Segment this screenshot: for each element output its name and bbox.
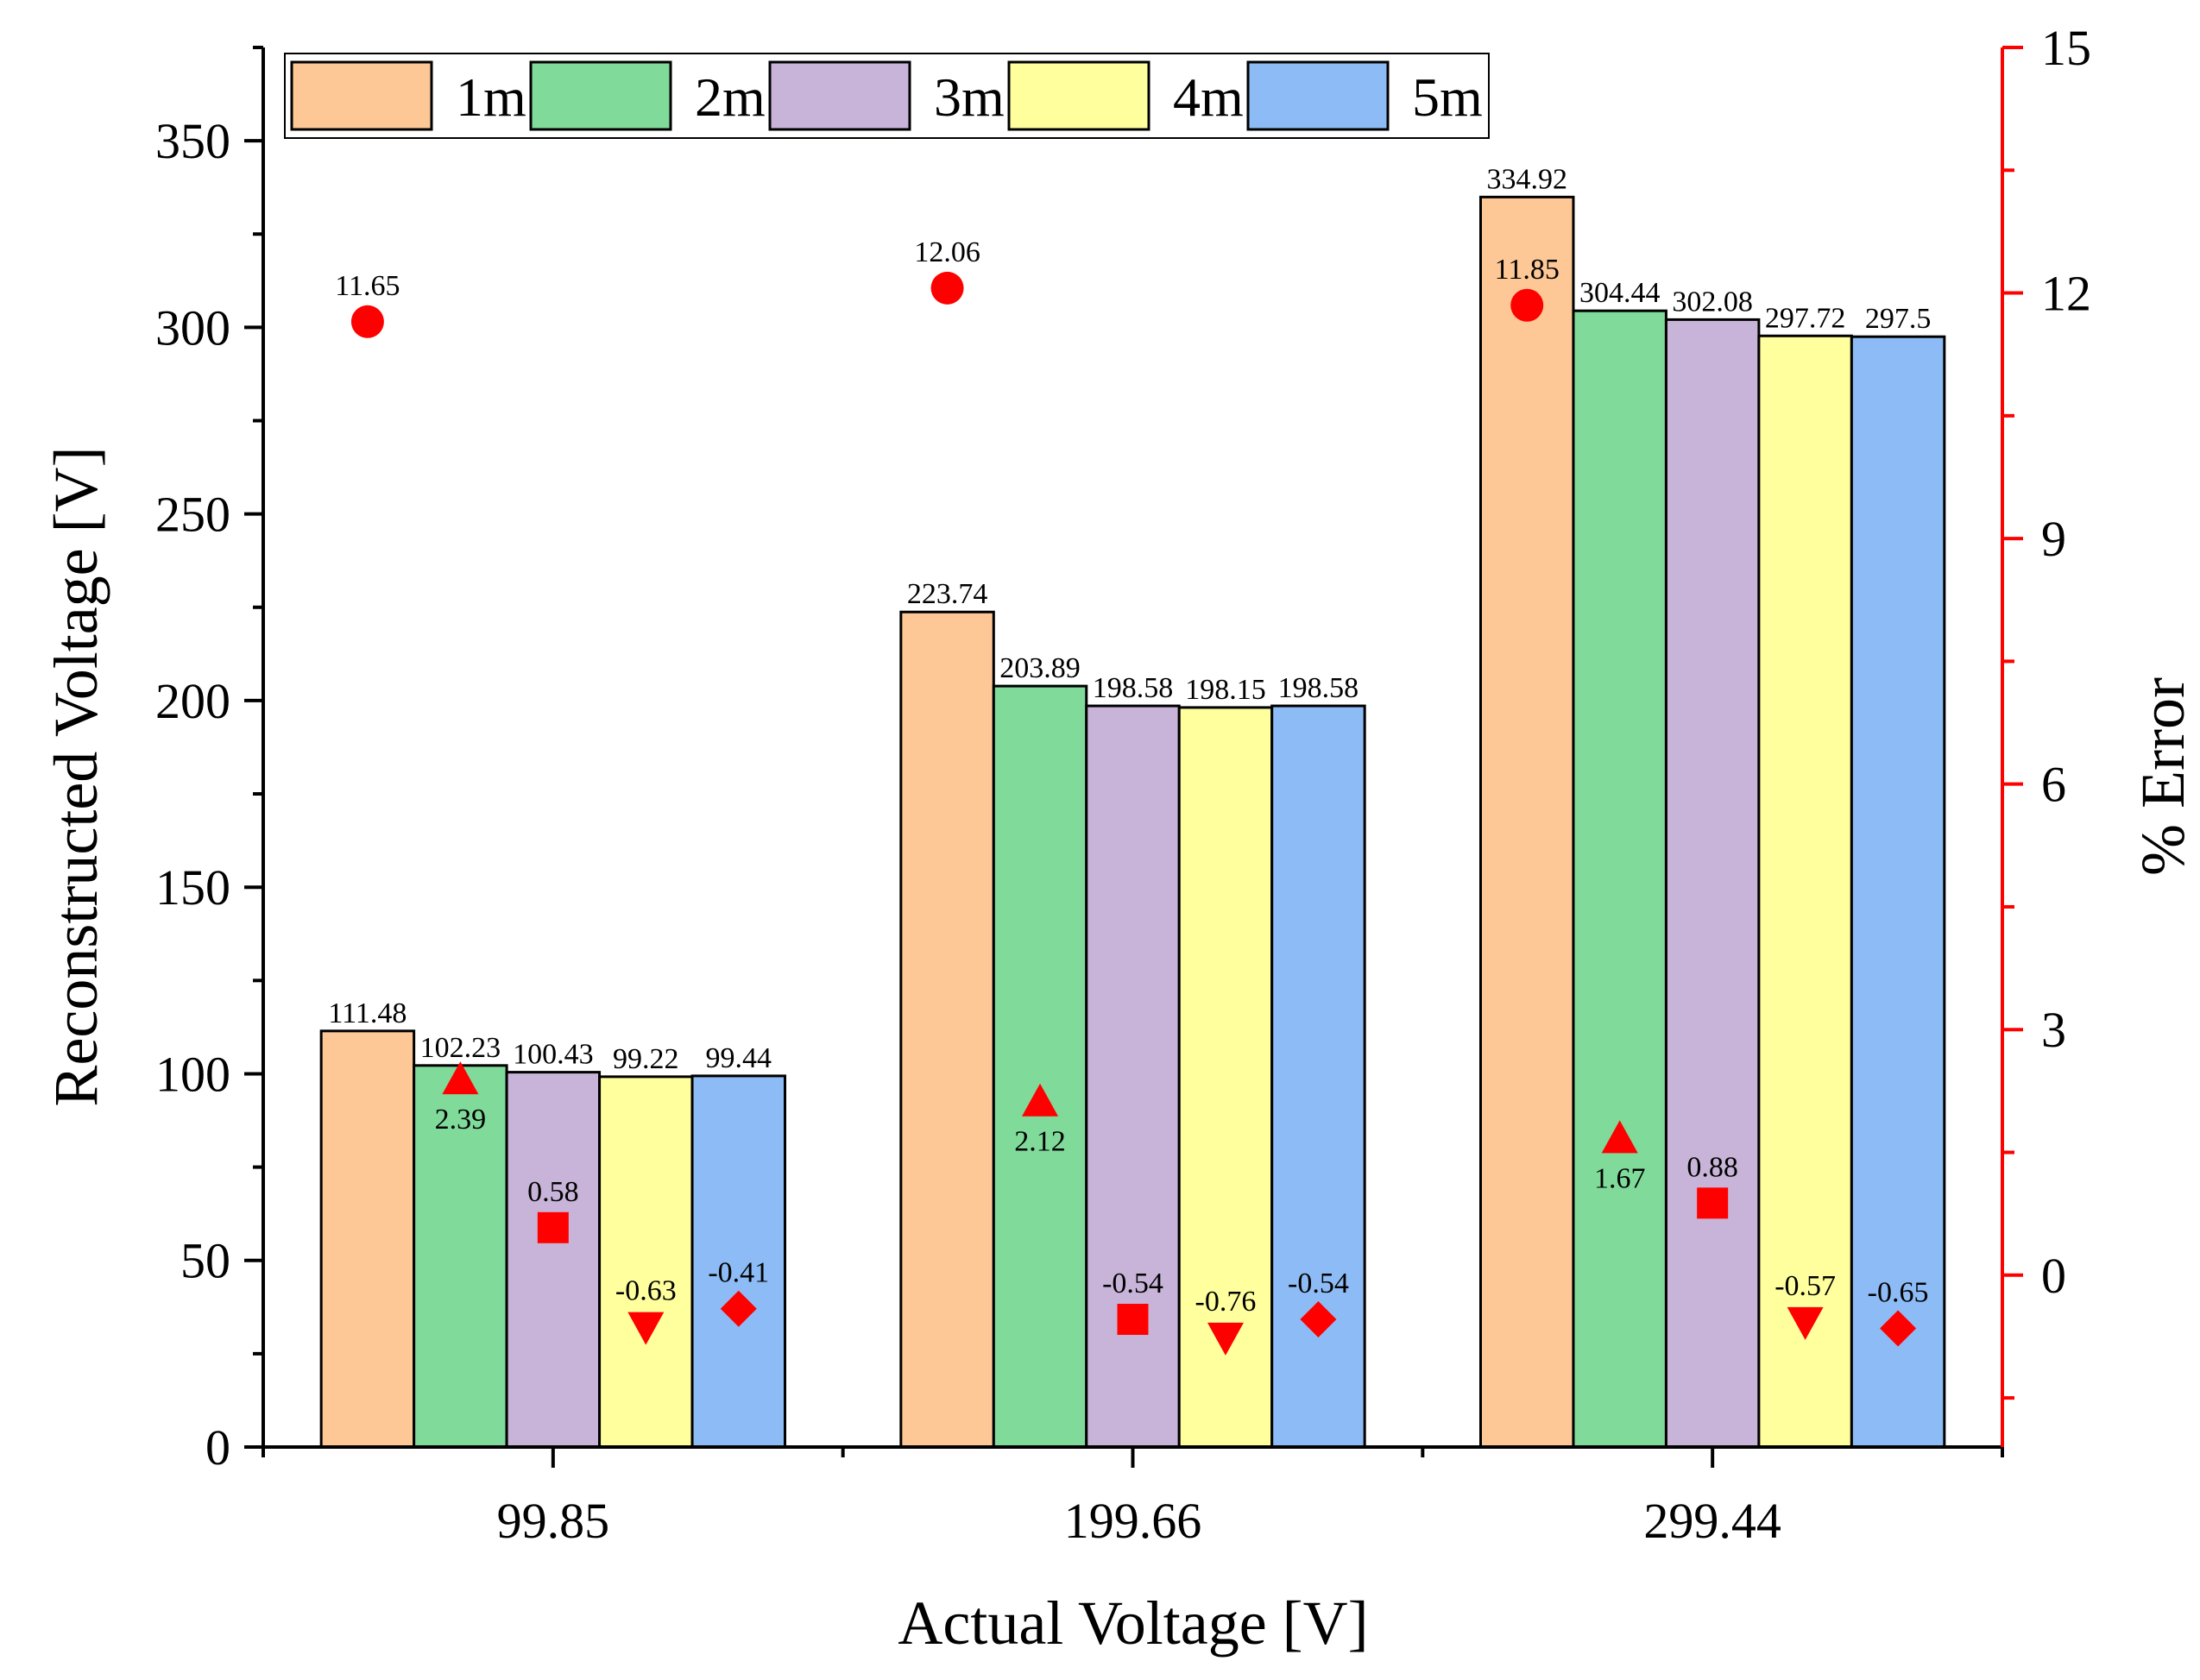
error-marker-1m-2: [1510, 288, 1544, 322]
legend-swatch-1m: [290, 60, 433, 131]
error-marker-5m-1: [1300, 1301, 1337, 1338]
axes-layer: 0 50 100 150 200 250 300 350 99.85 199.66 299.44 0 3…: [155, 20, 2091, 1549]
y-tick-label: 50: [180, 1233, 230, 1289]
bar-value-label: 198.58: [1278, 672, 1359, 704]
bars-layer: [319, 195, 1946, 1449]
x-tick-label: 199.66: [1064, 1493, 1202, 1549]
legend-swatch-5m: [1246, 60, 1390, 131]
bar-value-label: 99.22: [613, 1043, 679, 1075]
error-value-label: 0.58: [527, 1176, 579, 1208]
error-value-label: -0.65: [1868, 1276, 1929, 1308]
error-value-label: -0.41: [708, 1257, 769, 1289]
error-marker-4m-2: [1787, 1306, 1824, 1340]
bar-3m-2: [1664, 318, 1761, 1449]
y-tick-label: 150: [155, 859, 230, 916]
error-value-label: 0.88: [1686, 1151, 1738, 1183]
bar-3m-1: [1085, 704, 1181, 1449]
legend-label-1m: 1m: [456, 66, 526, 128]
bar-5m-2: [1850, 335, 1946, 1449]
legend: 1m 2m 3m 4m 5m: [284, 53, 1490, 139]
error-value-label: -0.63: [615, 1275, 677, 1307]
bar-1m-2: [1479, 195, 1575, 1449]
error-value-label: 2.12: [1014, 1126, 1066, 1158]
legend-label-2m: 2m: [695, 66, 766, 128]
x-axis-title: Actual Voltage [V]: [898, 1589, 1368, 1658]
y-tick-label: 350: [155, 113, 230, 169]
y2-axis-title: % Error: [2128, 677, 2197, 876]
bar-value-label: 111.48: [328, 997, 407, 1029]
error-value-label: -0.57: [1774, 1270, 1836, 1302]
error-value-label: 11.65: [335, 270, 400, 302]
legend-label-5m: 5m: [1412, 66, 1483, 128]
bar-2m-0: [413, 1064, 508, 1449]
error-marker-3m-0: [537, 1211, 569, 1243]
error-marker-3m-2: [1697, 1187, 1729, 1219]
bar-value-label: 334.92: [1486, 163, 1567, 195]
error-marker-5m-2: [1880, 1310, 1917, 1347]
error-marker-5m-0: [720, 1290, 757, 1327]
error-value-label: 11.85: [1495, 254, 1560, 286]
legend-swatch-4m: [1007, 60, 1150, 131]
error-value-label: -0.54: [1288, 1268, 1349, 1299]
y2-tick-label: 15: [2041, 20, 2091, 76]
y2-tick-label: 6: [2041, 757, 2066, 813]
bar-value-label: 297.72: [1765, 302, 1846, 334]
y-tick-label: 200: [155, 673, 230, 729]
bar-value-label: 198.15: [1185, 674, 1266, 706]
bar-2m-1: [992, 684, 1088, 1449]
bar-4m-1: [1177, 706, 1274, 1449]
error-value-label: -0.76: [1195, 1286, 1257, 1318]
y2-tick-label: 9: [2041, 511, 2066, 567]
error-marker-4m-1: [1207, 1322, 1244, 1356]
bar-value-label: 102.23: [420, 1032, 501, 1064]
error-marker-4m-0: [627, 1312, 665, 1345]
bar-5m-0: [690, 1074, 786, 1449]
legend-label-4m: 4m: [1173, 66, 1244, 128]
error-marker-1m-1: [930, 271, 964, 305]
bar-value-label: 302.08: [1672, 286, 1753, 318]
x-tick-label: 99.85: [497, 1493, 610, 1549]
bar-value-label: 198.58: [1093, 672, 1174, 704]
legend-label-3m: 3m: [934, 66, 1005, 128]
bar-4m-0: [598, 1075, 694, 1449]
bar-3m-0: [505, 1071, 602, 1449]
error-marker-2m-1: [1022, 1083, 1059, 1117]
error-markers-layer: 11.65 2.39 0.58 -0.63 -0.41 12.06 2.12 -0.54 -0.…: [335, 236, 1929, 1356]
error-value-label: -0.54: [1102, 1268, 1163, 1299]
bar-value-label: 223.74: [907, 578, 988, 610]
error-value-label: 1.67: [1594, 1162, 1646, 1194]
bar-value-label: 304.44: [1579, 277, 1661, 309]
bar-1m-0: [319, 1029, 416, 1449]
y-tick-label: 250: [155, 487, 230, 543]
bar-value-label: 203.89: [999, 652, 1081, 684]
y2-tick-label: 3: [2041, 1002, 2066, 1058]
bar-value-label: 100.43: [513, 1039, 594, 1071]
error-marker-1m-0: [350, 305, 384, 338]
error-value-label: 2.39: [435, 1104, 487, 1136]
bar-labels-layer: 111.48 102.23 100.43 99.22 99.44 223.74 203.89…: [328, 163, 1931, 1074]
legend-swatch-3m: [768, 60, 911, 131]
x-tick-label: 299.44: [1643, 1493, 1781, 1549]
y-tick-label: 100: [155, 1046, 230, 1102]
bar-value-label: 99.44: [706, 1042, 772, 1074]
bar-value-label: 297.5: [1865, 303, 1932, 335]
bar-1m-1: [899, 610, 995, 1449]
y2-tick-label: 12: [2041, 266, 2091, 322]
y-tick-label: 300: [155, 299, 230, 356]
legend-swatch-2m: [529, 60, 672, 131]
error-marker-2m-0: [442, 1061, 479, 1095]
y-axis-title: Reconstructed Voltage [V]: [41, 446, 110, 1106]
y-tick-label: 0: [205, 1419, 230, 1476]
error-value-label: 12.06: [914, 236, 980, 268]
y2-tick-label: 0: [2041, 1248, 2066, 1304]
error-marker-2m-2: [1601, 1120, 1638, 1154]
error-marker-3m-1: [1117, 1304, 1149, 1336]
bar-2m-2: [1572, 309, 1667, 1449]
